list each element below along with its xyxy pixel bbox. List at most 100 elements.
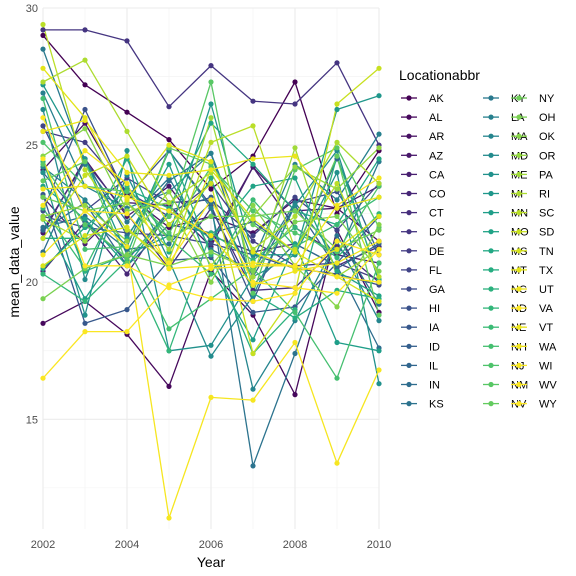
data-point-ri bbox=[376, 180, 382, 187]
data-point-wv bbox=[40, 375, 46, 381]
data-point-ga bbox=[208, 241, 214, 247]
legend-label-ga: GA bbox=[429, 284, 446, 296]
data-point-oh bbox=[334, 213, 340, 219]
data-point-ok bbox=[250, 202, 256, 208]
legend-label-id: ID bbox=[429, 341, 440, 353]
x-tick-label: 2010 bbox=[367, 539, 391, 551]
data-point-vt bbox=[124, 169, 130, 176]
legend-label-al: AL bbox=[429, 112, 442, 124]
data-point-sc bbox=[40, 21, 46, 28]
data-point-nd bbox=[292, 224, 298, 230]
data-point-ri bbox=[334, 139, 340, 145]
data-point-ut bbox=[82, 183, 88, 189]
data-point-dc bbox=[124, 38, 130, 44]
data-point-nh bbox=[292, 309, 298, 315]
legend-key-point-nv bbox=[488, 401, 494, 407]
data-point-or bbox=[82, 202, 88, 208]
data-point-tx bbox=[208, 159, 214, 165]
data-point-nm bbox=[82, 222, 88, 228]
data-point-pa bbox=[208, 115, 214, 121]
data-point-ne bbox=[250, 197, 256, 203]
legend-label-wa: WA bbox=[539, 341, 557, 353]
data-point-tn bbox=[292, 249, 298, 255]
data-point-fl bbox=[250, 233, 256, 239]
data-point-dc bbox=[250, 98, 256, 104]
data-point-me bbox=[208, 342, 214, 348]
legend-label-ct: CT bbox=[429, 208, 444, 220]
legend-key-point-la bbox=[488, 114, 494, 120]
legend-key-point-or bbox=[516, 152, 522, 158]
data-point-sd bbox=[376, 65, 382, 71]
x-axis-ticks: 2002 2004 2006 2008 2010 bbox=[31, 539, 391, 551]
legend-key-point-wi bbox=[516, 362, 522, 368]
legend-key-point-mn bbox=[488, 210, 494, 216]
data-point-nv bbox=[40, 178, 46, 184]
data-point-la bbox=[40, 90, 46, 96]
data-point-or bbox=[166, 189, 172, 195]
data-point-al bbox=[166, 383, 172, 389]
data-point-nm bbox=[166, 213, 172, 219]
data-point-nv bbox=[250, 222, 256, 228]
data-point-mt bbox=[208, 175, 214, 181]
data-point-sc bbox=[376, 274, 382, 280]
legend-label-ri: RI bbox=[539, 189, 550, 201]
legend-label-ar: AR bbox=[429, 131, 444, 143]
legend-key-point-mi bbox=[488, 190, 494, 197]
data-point-wi bbox=[334, 460, 340, 466]
data-point-ok bbox=[82, 126, 88, 132]
data-point-va bbox=[334, 290, 340, 296]
data-point-wv bbox=[334, 274, 340, 280]
data-point-hi bbox=[82, 106, 88, 113]
data-point-ak bbox=[82, 82, 88, 88]
data-point-sd bbox=[82, 172, 88, 178]
legend-key-point-ga bbox=[406, 286, 412, 292]
data-point-wv bbox=[82, 329, 88, 335]
data-point-la bbox=[334, 197, 340, 203]
data-point-or bbox=[124, 238, 130, 244]
data-point-va bbox=[208, 197, 214, 203]
data-point-ks bbox=[292, 350, 298, 357]
data-point-vt bbox=[292, 153, 298, 159]
legend-key-point-tx bbox=[516, 267, 522, 273]
data-point-wa bbox=[40, 202, 46, 208]
legend-key-point-fl bbox=[406, 267, 412, 273]
data-point-oh bbox=[40, 296, 46, 302]
data-point-mn bbox=[376, 348, 382, 354]
data-point-va bbox=[250, 279, 256, 285]
data-point-ny bbox=[376, 227, 382, 233]
x-tick-label: 2002 bbox=[31, 539, 55, 551]
data-point-va bbox=[292, 285, 298, 291]
data-point-ny bbox=[40, 194, 46, 200]
data-point-nv bbox=[334, 153, 340, 159]
data-point-me bbox=[376, 381, 382, 387]
data-point-ms bbox=[208, 120, 214, 126]
data-point-nd bbox=[40, 271, 46, 277]
legend-label-wi: WI bbox=[539, 360, 552, 372]
legend-key-point-ks bbox=[406, 401, 412, 407]
data-point-mn bbox=[250, 337, 256, 343]
legend-label-dc: DC bbox=[429, 227, 445, 239]
data-point-ok bbox=[376, 222, 382, 228]
legend-key-point-ms bbox=[488, 248, 494, 254]
data-point-mt bbox=[292, 315, 298, 321]
y-tick-label: 30 bbox=[26, 3, 38, 15]
legend-label-or: OR bbox=[539, 150, 556, 162]
data-point-mn bbox=[166, 161, 172, 167]
data-point-sc bbox=[334, 180, 340, 187]
y-tick-label: 15 bbox=[26, 414, 38, 426]
data-point-ms bbox=[250, 161, 256, 167]
data-point-ut bbox=[376, 238, 382, 244]
legend-label-co: CO bbox=[429, 189, 446, 201]
legend-key-point-sd bbox=[516, 229, 522, 235]
data-point-ut bbox=[40, 186, 46, 192]
legend-key-point-va bbox=[516, 305, 522, 311]
data-point-ut bbox=[124, 194, 130, 200]
legend-label-il: IL bbox=[429, 360, 438, 372]
data-point-wy bbox=[124, 263, 130, 269]
series-points bbox=[40, 21, 382, 521]
data-point-oh bbox=[124, 252, 130, 258]
data-point-wi bbox=[166, 515, 172, 521]
data-point-vt bbox=[82, 117, 88, 123]
legend: Locationabbr AK AL AR AZ CA CO CT DC DE FL GA HI IA I… bbox=[399, 67, 557, 411]
data-point-oh bbox=[208, 249, 214, 255]
